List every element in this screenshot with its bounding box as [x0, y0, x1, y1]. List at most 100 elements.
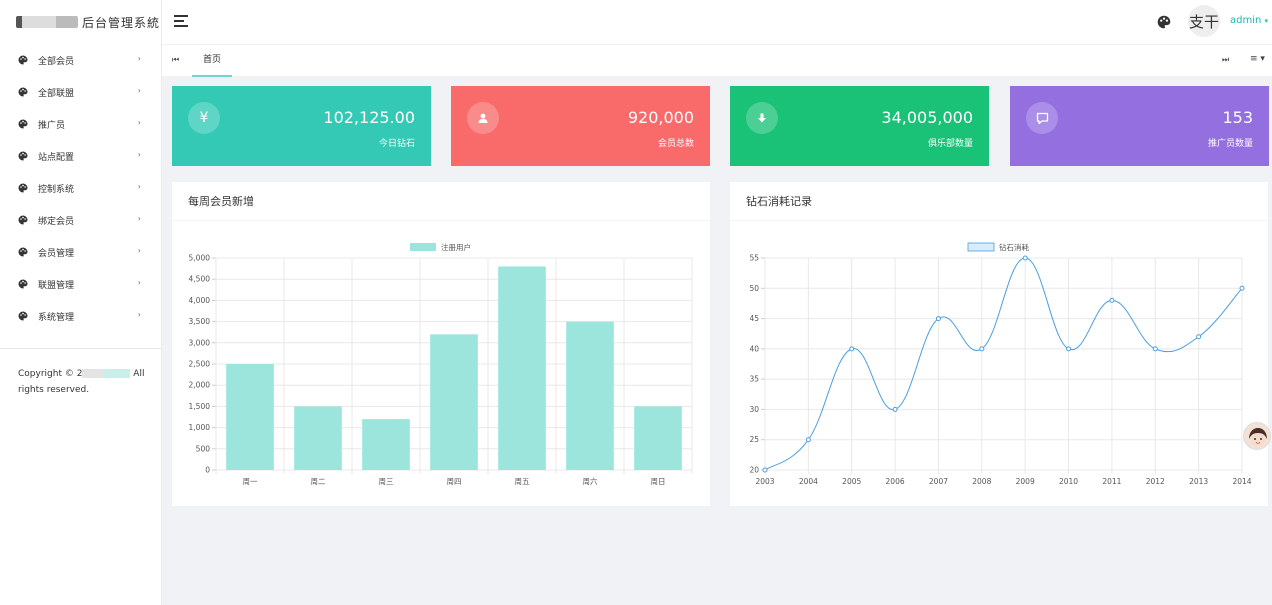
- data-point: [1109, 297, 1115, 303]
- stat-label: 推广员数量: [1207, 139, 1253, 149]
- legend-swatch: [410, 243, 436, 251]
- sidebar-item[interactable]: 全部联盟 ›: [0, 76, 161, 108]
- palette-icon[interactable]: [1157, 14, 1171, 29]
- bar: [294, 406, 342, 470]
- sidebar-item[interactable]: 会员管理 ›: [0, 236, 161, 268]
- legend-label: 注册用户: [441, 242, 471, 252]
- chevron-right-icon: ›: [137, 118, 141, 127]
- sidebar-item-label: 推广员: [38, 120, 66, 131]
- y-tick-label: 50: [749, 284, 759, 293]
- brand[interactable]: 后台管理系統: [0, 0, 161, 44]
- data-point: [935, 316, 941, 322]
- tab-menu-icon[interactable]: ≡ ▾: [1250, 54, 1265, 64]
- y-tick-label: 35: [749, 375, 759, 384]
- stat-card: 34,005,000 俱乐部数量: [730, 86, 989, 166]
- user-name: admin: [1230, 15, 1262, 26]
- top-bar: 支干 admin ▾: [162, 0, 1272, 45]
- chevron-right-icon: ›: [137, 278, 141, 287]
- bar: [498, 266, 546, 470]
- line-chart: 20 25 30 35 40 45 50 55 2003 2004 2005 2006 2007 2008…: [749, 242, 1251, 486]
- brand-logo: [16, 16, 78, 28]
- user-menu[interactable]: admin ▾: [1230, 15, 1268, 26]
- chevron-right-icon: ›: [137, 54, 141, 63]
- stat-label: 今日钻石: [378, 139, 415, 149]
- sidebar-item-label: 会员管理: [38, 248, 75, 259]
- yen-icon: ¥: [188, 102, 220, 134]
- sidebar-item-label: 全部联盟: [38, 88, 75, 99]
- data-point: [849, 346, 855, 352]
- stat-value: 920,000: [627, 108, 694, 127]
- message-icon: [1026, 102, 1058, 134]
- y-tick-label: 40: [749, 344, 759, 353]
- x-tick-label: 2008: [972, 477, 991, 486]
- data-point: [892, 406, 898, 412]
- x-tick-label: 周日: [651, 477, 666, 486]
- support-avatar[interactable]: [1243, 422, 1271, 450]
- sidebar-item-label: 站点配置: [38, 152, 75, 163]
- sidebar-item-label: 绑定会员: [38, 216, 75, 227]
- sidebar: 后台管理系統 全部会员 › 全部联盟 › 推广员 › 站点配置 › 控制系统 ›: [0, 0, 162, 605]
- stat-label: 会员总数: [657, 139, 694, 149]
- copyright: Copyright © 2 All rights reserved.: [18, 366, 148, 398]
- data-point: [1066, 346, 1072, 352]
- data-point: [979, 346, 985, 352]
- bar: [634, 406, 682, 470]
- x-tick-label: 2006: [886, 477, 905, 486]
- y-tick-label: 2,000: [189, 381, 211, 390]
- chevron-right-icon: ›: [137, 310, 141, 319]
- panel-title: 钻石消耗记录: [730, 182, 1268, 221]
- avatar[interactable]: 支干: [1188, 5, 1220, 37]
- palette-icon: [18, 311, 28, 321]
- tab-next-icon[interactable]: ⏭: [1222, 55, 1230, 64]
- sidebar-item[interactable]: 绑定会员 ›: [0, 204, 161, 236]
- x-tick-label: 周三: [379, 477, 394, 486]
- bar: [226, 364, 274, 470]
- y-tick-label: 55: [749, 254, 759, 263]
- stat-card: 153 推广员数量: [1010, 86, 1269, 166]
- y-tick-label: 2,500: [189, 360, 211, 369]
- y-tick-label: 3,500: [189, 317, 211, 326]
- y-tick-label: 1,000: [189, 423, 211, 432]
- tab-prev-icon[interactable]: ⏮: [172, 55, 180, 64]
- copyright-suffix: rights reserved.: [18, 385, 90, 395]
- user-icon: [467, 102, 499, 134]
- stat-card: ¥ 102,125.00 今日钻石: [172, 86, 431, 166]
- chevron-right-icon: ›: [137, 182, 141, 191]
- x-tick-label: 周二: [311, 477, 326, 486]
- sidebar-item-label: 全部会员: [38, 56, 75, 67]
- x-tick-label: 周一: [243, 477, 258, 486]
- y-tick-label: 0: [205, 466, 210, 475]
- sidebar-item[interactable]: 推广员 ›: [0, 108, 161, 140]
- x-tick-label: 2012: [1146, 477, 1165, 486]
- sidebar-item[interactable]: 系统管理 ›: [0, 300, 161, 332]
- hamburger-icon[interactable]: [174, 15, 188, 27]
- y-tick-label: 4,000: [189, 296, 211, 305]
- x-tick-label: 2003: [755, 477, 774, 486]
- data-point: [1022, 255, 1028, 261]
- chevron-right-icon: ›: [137, 246, 141, 255]
- y-tick-label: 45: [749, 314, 759, 323]
- sidebar-menu: 全部会员 › 全部联盟 › 推广员 › 站点配置 › 控制系统 › 绑定会员 ›: [0, 44, 161, 332]
- data-point: [1196, 334, 1202, 340]
- copyright-prefix: Copyright © 2: [18, 369, 83, 379]
- y-tick-label: 4,500: [189, 275, 211, 284]
- data-point: [762, 467, 768, 473]
- sidebar-item[interactable]: 站点配置 ›: [0, 140, 161, 172]
- x-tick-label: 周六: [583, 476, 598, 486]
- sidebar-item-label: 系统管理: [38, 312, 75, 323]
- sidebar-item[interactable]: 全部会员 ›: [0, 44, 161, 76]
- series-line: [764, 257, 1243, 471]
- chevron-right-icon: ›: [137, 214, 141, 223]
- bar-chart: 0 500 1,000 1,500 2,000 2,500 3,000 3,500 4,000 4…: [189, 242, 693, 486]
- sidebar-item[interactable]: 联盟管理 ›: [0, 268, 161, 300]
- data-point: [805, 437, 811, 443]
- tab-bar: ⏮ 首页 ⏭ ≡ ▾: [162, 45, 1272, 77]
- copyright-mid: All: [130, 369, 145, 379]
- y-tick-label: 500: [196, 444, 211, 453]
- sidebar-item[interactable]: 控制系统 ›: [0, 172, 161, 204]
- x-tick-label: 2004: [799, 477, 818, 486]
- palette-icon: [18, 151, 28, 161]
- y-tick-label: 3,000: [189, 338, 211, 347]
- tab-home[interactable]: 首页: [192, 45, 232, 77]
- palette-icon: [18, 87, 28, 97]
